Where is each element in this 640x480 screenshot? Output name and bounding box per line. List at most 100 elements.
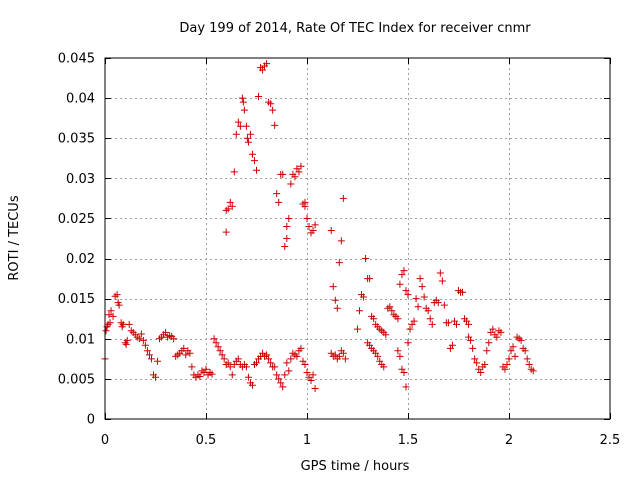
data-point bbox=[305, 222, 313, 230]
data-point bbox=[214, 343, 222, 351]
data-point bbox=[356, 307, 364, 315]
data-point bbox=[396, 352, 404, 360]
data-point bbox=[242, 122, 250, 130]
data-point bbox=[287, 180, 295, 188]
data-point bbox=[145, 351, 153, 359]
data-point bbox=[503, 360, 511, 368]
data-point bbox=[239, 98, 247, 106]
data-point bbox=[311, 385, 319, 393]
data-point bbox=[366, 275, 374, 283]
data-point bbox=[243, 134, 251, 142]
data-point bbox=[341, 355, 349, 363]
data-point bbox=[402, 383, 410, 391]
data-point bbox=[406, 325, 414, 333]
data-point bbox=[303, 368, 311, 376]
data-point bbox=[335, 259, 343, 267]
data-point bbox=[240, 106, 248, 114]
data-point bbox=[525, 360, 533, 368]
data-point bbox=[139, 336, 147, 344]
data-point bbox=[521, 347, 529, 355]
y-tick-label: 0.03 bbox=[66, 172, 95, 187]
data-point bbox=[473, 359, 481, 367]
x-tick-labels: 0 0.5 1 1.5 2 2.5 bbox=[101, 433, 620, 448]
data-point bbox=[303, 214, 311, 222]
data-point bbox=[234, 118, 242, 126]
data-point bbox=[388, 307, 396, 315]
data-point bbox=[329, 283, 337, 291]
data-point bbox=[102, 327, 110, 335]
data-point bbox=[143, 347, 151, 355]
data-point bbox=[493, 333, 501, 341]
data-point bbox=[135, 335, 143, 343]
data-point bbox=[188, 363, 196, 371]
data-point bbox=[471, 355, 479, 363]
data-point bbox=[380, 363, 388, 371]
data-point bbox=[426, 315, 434, 323]
data-point bbox=[327, 226, 335, 234]
data-point bbox=[275, 198, 283, 206]
data-point bbox=[248, 381, 256, 389]
data-point bbox=[505, 355, 513, 363]
y-tick-label: 0.04 bbox=[66, 92, 95, 107]
data-point bbox=[113, 291, 121, 299]
data-point bbox=[186, 349, 194, 357]
data-point bbox=[208, 370, 216, 378]
data-point bbox=[418, 283, 426, 291]
data-point bbox=[232, 130, 240, 138]
data-point bbox=[517, 336, 525, 344]
data-point bbox=[246, 130, 254, 138]
data-point bbox=[122, 340, 130, 348]
data-point bbox=[416, 275, 424, 283]
data-point bbox=[465, 320, 473, 328]
data-point bbox=[436, 269, 444, 277]
y-axis-label: ROTI / TECUs bbox=[7, 195, 22, 280]
data-point bbox=[196, 372, 204, 380]
data-point bbox=[216, 347, 224, 355]
data-point bbox=[386, 303, 394, 311]
data-point bbox=[170, 335, 178, 343]
data-point bbox=[236, 122, 244, 130]
data-point bbox=[271, 121, 279, 129]
data-point bbox=[339, 194, 347, 202]
data-point bbox=[293, 352, 301, 360]
data-point bbox=[485, 339, 493, 347]
data-point bbox=[529, 367, 537, 375]
data-point bbox=[523, 355, 531, 363]
data-point bbox=[125, 320, 133, 328]
y-tick-labels: 0 0.005 0.01 0.015 0.02 0.025 0.03 0.035 0.04 0.0… bbox=[58, 52, 95, 428]
data-point bbox=[250, 157, 258, 165]
data-point bbox=[275, 375, 283, 383]
data-point bbox=[404, 339, 412, 347]
data-point bbox=[267, 100, 275, 108]
data-point bbox=[420, 293, 428, 301]
data-point bbox=[481, 360, 489, 368]
data-point bbox=[469, 344, 477, 352]
data-point bbox=[285, 367, 293, 375]
axis-ticks bbox=[105, 58, 611, 420]
data-point bbox=[428, 320, 436, 328]
y-tick-label: 0.02 bbox=[66, 252, 95, 267]
data-point bbox=[248, 150, 256, 158]
data-point bbox=[354, 325, 361, 333]
data-point bbox=[123, 336, 131, 344]
data-point bbox=[339, 349, 347, 357]
data-point bbox=[331, 351, 339, 359]
x-tick-label: 0 bbox=[101, 433, 109, 448]
y-tick-label: 0.045 bbox=[58, 52, 95, 67]
data-point bbox=[253, 166, 260, 174]
data-point bbox=[279, 383, 287, 391]
data-point bbox=[226, 363, 234, 371]
data-point bbox=[105, 311, 113, 319]
x-tick-label: 2 bbox=[505, 433, 513, 448]
data-point bbox=[444, 319, 452, 327]
data-point bbox=[333, 304, 341, 312]
data-point bbox=[162, 328, 170, 336]
data-point bbox=[309, 371, 317, 379]
data-point bbox=[438, 277, 446, 285]
data-point bbox=[509, 343, 517, 351]
data-point bbox=[152, 373, 159, 381]
data-point bbox=[273, 190, 281, 198]
data-point bbox=[497, 328, 505, 336]
data-point bbox=[222, 228, 230, 236]
